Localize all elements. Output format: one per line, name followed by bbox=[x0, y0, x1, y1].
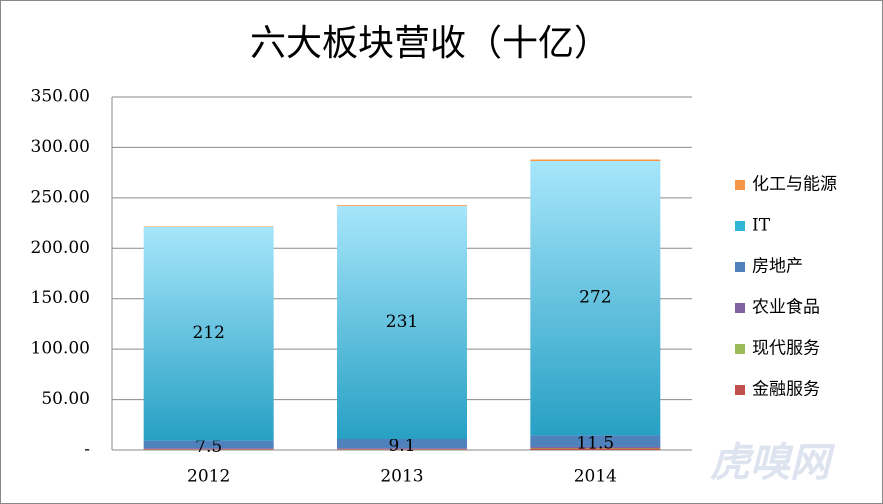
legend-label: 农业食品 bbox=[752, 298, 820, 318]
bar-segment bbox=[337, 449, 467, 450]
bar-segment bbox=[530, 448, 661, 450]
bar-segment bbox=[530, 435, 661, 447]
legend-label: 金融服务 bbox=[752, 380, 820, 400]
legend-swatch bbox=[735, 385, 745, 395]
legend-swatch bbox=[735, 303, 745, 313]
legend-label: 现代服务 bbox=[752, 339, 820, 359]
data-label: 272 bbox=[579, 288, 611, 308]
bar-segment bbox=[337, 439, 467, 449]
bar-segment bbox=[143, 448, 274, 450]
data-label: 7.5 bbox=[195, 437, 222, 457]
chart-title: 六大板块营收（十亿） bbox=[250, 23, 610, 64]
legend-swatch bbox=[735, 262, 745, 272]
x-tick-label: 2013 bbox=[380, 467, 423, 487]
bar-segment bbox=[530, 446, 661, 448]
data-label: 11.5 bbox=[576, 434, 614, 454]
y-tick-label: 200.00 bbox=[31, 238, 90, 258]
y-tick-label: 350.00 bbox=[31, 87, 90, 107]
bar-segment bbox=[337, 206, 467, 440]
y-tick-label: 50.00 bbox=[41, 389, 90, 409]
y-tick-label: - bbox=[84, 440, 90, 460]
bar-segment bbox=[143, 449, 274, 450]
y-tick-label: 300.00 bbox=[31, 137, 90, 157]
legend-label: 化工与能源 bbox=[752, 175, 837, 195]
legend-swatch bbox=[735, 180, 745, 190]
x-tick-label: 2014 bbox=[574, 467, 617, 487]
bar-segment bbox=[143, 226, 274, 227]
y-tick-label: 250.00 bbox=[31, 187, 90, 207]
x-tick-label: 2012 bbox=[187, 467, 230, 487]
bar-segment bbox=[530, 161, 661, 436]
bar-segment bbox=[530, 159, 661, 162]
bar-segment bbox=[143, 226, 274, 441]
bar-segment bbox=[530, 447, 661, 449]
legend-label: 房地产 bbox=[752, 257, 803, 277]
bar-segment bbox=[143, 440, 274, 449]
legend-swatch bbox=[735, 344, 745, 354]
data-label: 9.1 bbox=[388, 436, 415, 456]
bar-segment bbox=[337, 448, 467, 450]
legend-label: IT bbox=[752, 216, 771, 236]
watermark: 虎嗅网 bbox=[710, 439, 836, 486]
y-tick-label: 100.00 bbox=[31, 339, 90, 359]
data-label: 212 bbox=[192, 323, 224, 343]
legend-swatch bbox=[735, 221, 745, 231]
bar-segment bbox=[337, 205, 467, 207]
data-label: 231 bbox=[386, 312, 418, 332]
y-tick-label: 150.00 bbox=[31, 288, 90, 308]
